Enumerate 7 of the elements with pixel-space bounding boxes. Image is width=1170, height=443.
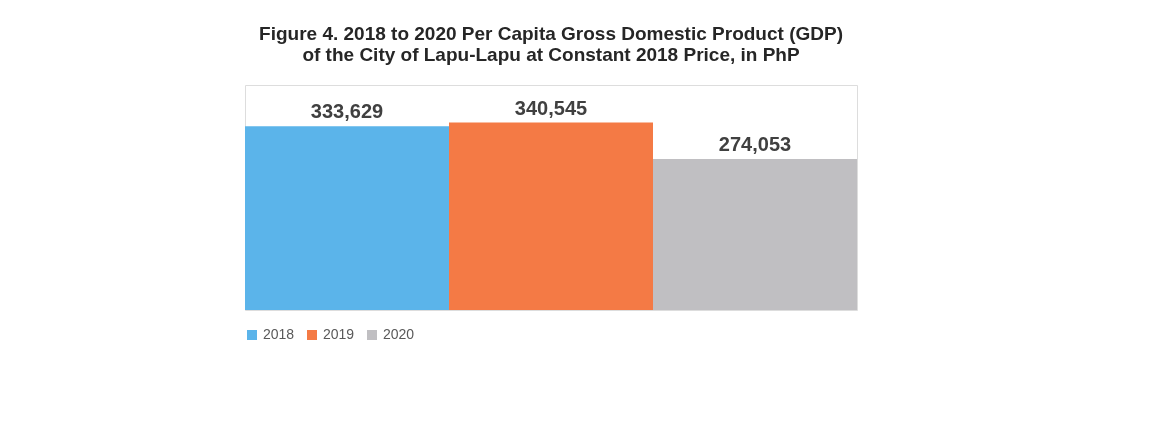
legend-label: 2019 (323, 326, 355, 342)
data-label: 340,545 (514, 96, 588, 119)
chart-title: Figure 4. 2018 to 2020 Per Capita Gross Domestic Product (GDP) of the City of Lapu-Lapu at Constant 2018 Price, in PhP (259, 23, 843, 65)
legend-label: 2020 (383, 326, 415, 342)
data-label: 333,629 (310, 100, 384, 123)
data-label: 274,053 (718, 133, 792, 156)
legend-label: 2018 (263, 326, 295, 342)
